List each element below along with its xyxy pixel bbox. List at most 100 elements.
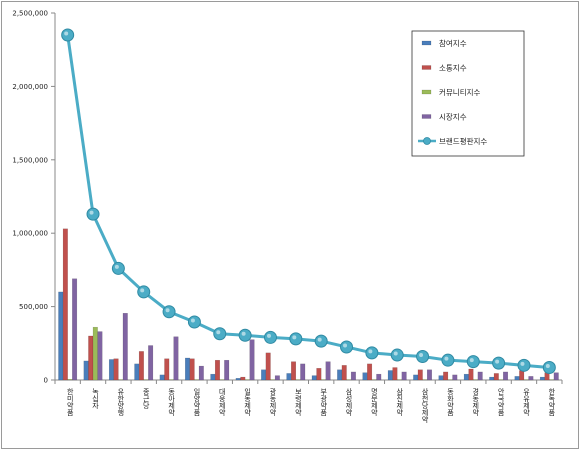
line-point-6 (213, 327, 227, 341)
line-point-13 (390, 348, 404, 362)
line-point-11 (340, 340, 354, 354)
bar-1-3 (97, 331, 103, 381)
y-tick-label: 1,500,000 (12, 156, 48, 164)
bar-19-3 (553, 372, 559, 381)
bar-0-3 (72, 278, 78, 381)
line-point-18 (517, 358, 531, 372)
category-label-19: 한독약품 (548, 388, 556, 416)
category-label-8: 광동제약 (269, 388, 277, 417)
line-point-highlight-7 (241, 331, 246, 336)
bar-5-1 (189, 358, 195, 381)
bar-10-0 (311, 375, 317, 381)
bar-15-0 (438, 375, 444, 381)
bar-16-0 (463, 373, 469, 381)
line-point-8 (263, 330, 277, 344)
category-label-2: 유한양행 (117, 388, 125, 416)
line-point-highlight-15 (444, 356, 449, 361)
legend-label-2: 커뮤니티지수 (439, 88, 480, 97)
category-label-12: 명문제약 (370, 387, 378, 417)
legend-swatch-3 (421, 114, 432, 119)
line-point-highlight-3 (140, 288, 145, 293)
legend-swatch-marker (423, 137, 431, 145)
line-point-highlight-19 (545, 364, 550, 369)
bar-13-3 (401, 371, 407, 381)
line-point-highlight-17 (495, 359, 500, 364)
bar-14-3 (426, 369, 432, 381)
category-label-18: 유유제약 (522, 388, 530, 417)
bar-5-3 (198, 365, 204, 381)
bar-12-0 (362, 372, 368, 381)
line-point-highlight-18 (520, 361, 525, 366)
line-point-highlight-13 (393, 351, 398, 356)
line-point-highlight-10 (317, 337, 322, 342)
bar-10-3 (325, 361, 331, 381)
line-point-highlight-6 (216, 330, 221, 335)
category-label-1: 녹십자 (92, 388, 100, 410)
bar-8-1 (265, 352, 271, 381)
legend-label-3: 시장지수 (439, 112, 467, 122)
category-label-4: 동아제약 (168, 388, 176, 417)
bar-9-1 (291, 361, 297, 381)
labels-group: 한미약품 녹십자 유한양행 종근당 동아제약 일양약품 대웅제약 일동제약 광동제약 보령제약 부광… (66, 387, 556, 424)
category-label-16: 경동제약 (472, 387, 480, 417)
bar-11-1 (341, 365, 347, 381)
line-point-10 (314, 334, 328, 348)
bar-4-3 (173, 336, 179, 381)
legend-label-1: 소통지수 (439, 64, 467, 73)
bars-group (58, 228, 559, 381)
bar-16-1 (468, 368, 474, 381)
line-point-highlight-5 (190, 318, 195, 323)
bar-4-0 (159, 374, 165, 381)
bar-8-3 (274, 375, 280, 381)
bar-17-1 (493, 373, 499, 381)
line-point-highlight-1 (89, 210, 94, 215)
category-label-7: 일동제약 (244, 387, 252, 417)
bar-17-0 (489, 376, 495, 381)
line-point-16 (466, 355, 480, 369)
legend-swatch-2 (421, 89, 432, 95)
category-label-0: 한미약품 (66, 388, 74, 416)
line-point-7 (238, 328, 252, 342)
line-point-4 (162, 305, 176, 319)
line-point-1 (86, 207, 100, 221)
category-label-3: 종근당 (142, 388, 150, 409)
y-tick-label: 1,000,000 (12, 230, 48, 238)
legend-swatch-0 (421, 40, 432, 46)
bar-7-3 (249, 339, 255, 381)
category-label-5: 일양약품 (193, 387, 201, 416)
bar-6-1 (214, 359, 220, 381)
line-point-9 (289, 332, 303, 346)
legend-label-0: 참여지수 (439, 38, 467, 48)
bar-16-3 (477, 371, 483, 381)
bar-14-1 (417, 369, 423, 381)
line-point-14 (416, 350, 430, 364)
line-point-highlight-4 (165, 308, 170, 313)
line-point-highlight-8 (266, 333, 271, 338)
y-tick-label: 2,500,000 (12, 10, 48, 18)
category-label-14: 삼천당제약 (421, 387, 429, 424)
bar-0-0 (58, 291, 64, 381)
bar-3-0 (134, 363, 140, 381)
bar-18-1 (519, 370, 525, 381)
bar-13-0 (387, 370, 393, 381)
bar-15-3 (452, 374, 458, 381)
bar-9-0 (286, 373, 292, 381)
bar-4-1 (164, 358, 170, 381)
bar-6-0 (210, 373, 216, 381)
bar-7-0 (235, 378, 241, 381)
bar-2-0 (108, 359, 114, 381)
bar-11-0 (337, 369, 343, 381)
line-point-highlight-9 (292, 335, 297, 340)
bar-13-1 (392, 367, 398, 381)
bar-1-2 (92, 326, 98, 381)
bar-12-1 (367, 363, 373, 381)
bar-3-3 (148, 345, 154, 381)
bar-18-3 (528, 376, 534, 381)
y-tick-label: 0 (44, 377, 48, 385)
line-point-17 (492, 356, 506, 370)
bar-3-1 (138, 351, 144, 381)
line-group (61, 28, 556, 375)
bar-7-1 (240, 376, 246, 381)
line-point-3 (137, 285, 151, 299)
